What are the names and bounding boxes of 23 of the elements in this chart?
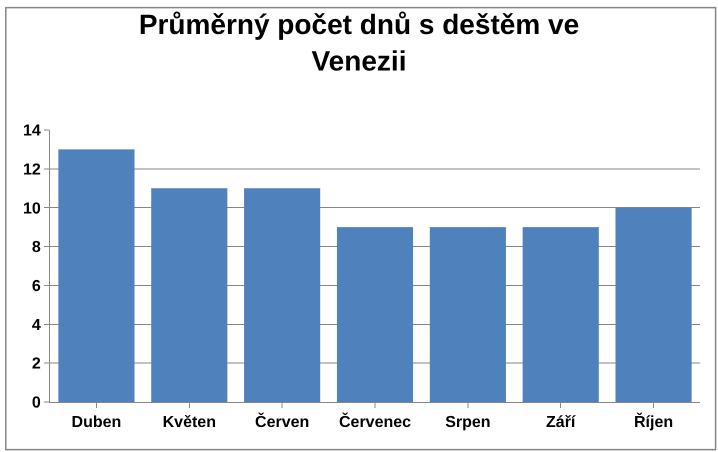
y-tick-label: 0: [32, 394, 41, 412]
bar: [616, 208, 692, 402]
x-tick-label: Duben: [72, 414, 122, 432]
x-tick-label: Červen: [255, 412, 310, 432]
y-tick-label: 14: [23, 122, 41, 140]
y-tick-label: 2: [32, 356, 41, 373]
chart-title: Průměrný počet dnů s deštěm ve Venezii: [138, 8, 580, 76]
bar: [151, 188, 228, 402]
bar: [58, 149, 134, 402]
bar: [522, 227, 599, 402]
x-tick-label: Květen: [162, 414, 216, 432]
bar: [244, 188, 320, 402]
y-tick-label: 6: [32, 278, 41, 296]
bar: [336, 227, 414, 402]
y-tick-label: 12: [23, 161, 41, 178]
y-tick-label: 4: [32, 316, 41, 334]
y-tick-label: 8: [32, 239, 41, 256]
bar: [430, 227, 506, 402]
x-tick-label: Červenec: [338, 412, 412, 432]
x-tick-label: Srpen: [445, 414, 491, 432]
y-tick-label: 10: [23, 200, 41, 218]
x-tick-label: Říjen: [634, 412, 674, 432]
x-tick-label: Září: [546, 414, 576, 432]
